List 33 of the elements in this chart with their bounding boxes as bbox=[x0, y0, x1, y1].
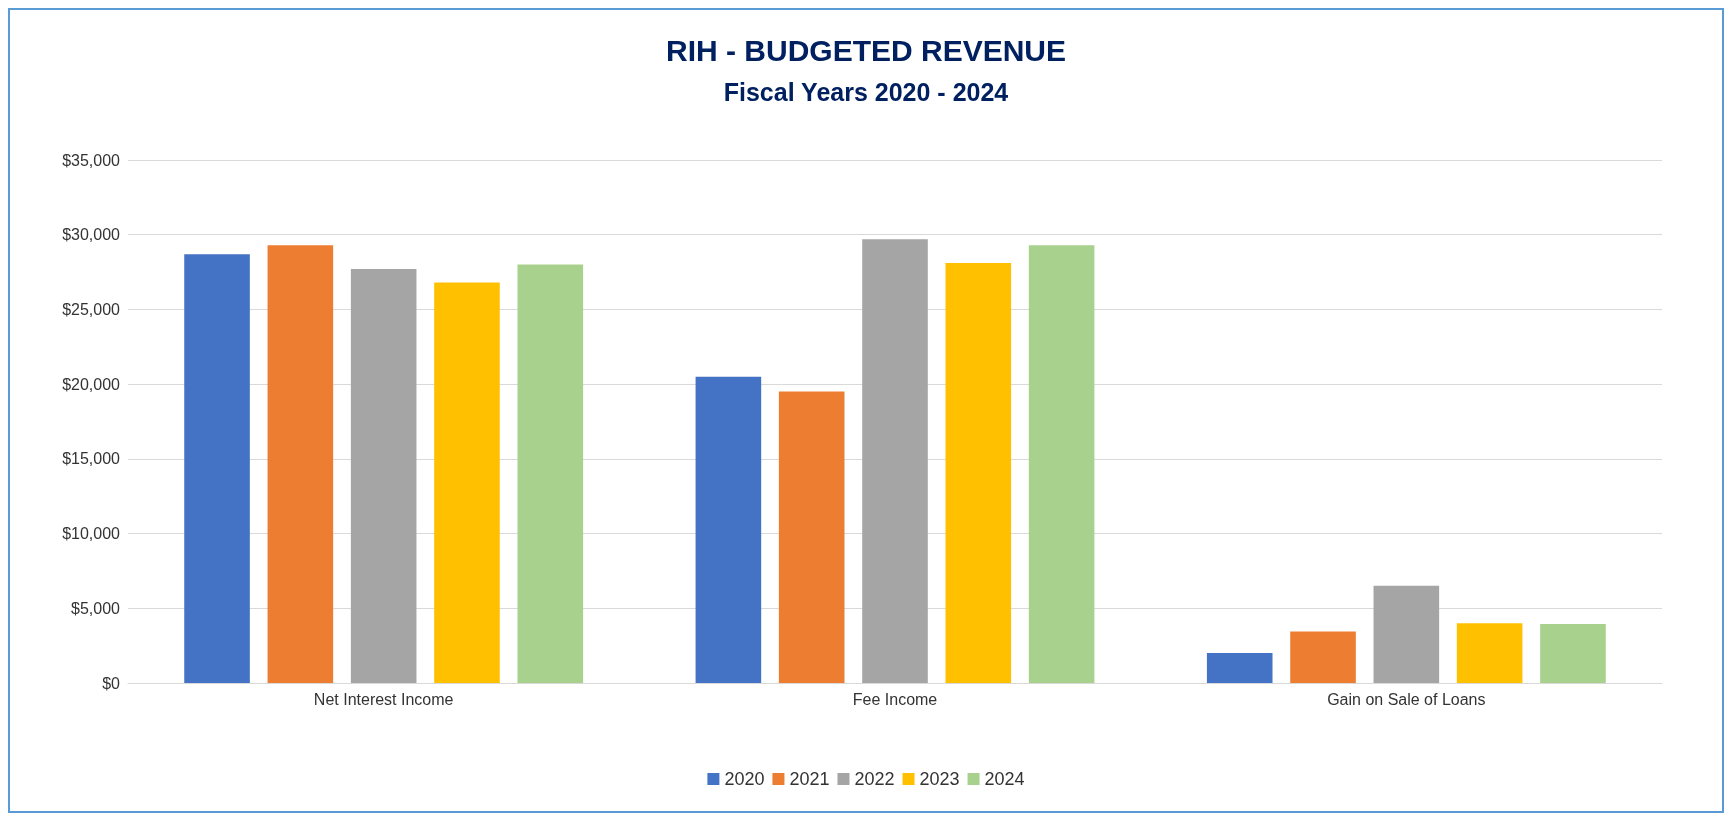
x-tick-label: Fee Income bbox=[852, 690, 938, 708]
y-tick-label: $10,000 bbox=[62, 525, 121, 543]
bar bbox=[695, 376, 762, 683]
x-tick-label: Gain on Sale of Loans bbox=[1327, 690, 1486, 708]
y-tick-label: $30,000 bbox=[62, 226, 121, 244]
bar bbox=[1290, 631, 1356, 683]
bar bbox=[184, 254, 250, 683]
y-tick-label: $35,000 bbox=[62, 151, 121, 169]
legend-label: 2022 bbox=[854, 769, 895, 789]
bar bbox=[1540, 623, 1606, 683]
legend-label: 2020 bbox=[724, 769, 765, 789]
y-tick-label: $5,000 bbox=[71, 599, 121, 617]
y-tick-label: $20,000 bbox=[62, 375, 121, 393]
bar bbox=[517, 264, 584, 683]
y-tick-label: $15,000 bbox=[62, 450, 121, 468]
bar bbox=[350, 269, 417, 683]
y-tick-label: $0 bbox=[102, 674, 121, 692]
bar bbox=[778, 391, 845, 683]
bar bbox=[434, 282, 500, 683]
y-tick-label: $25,000 bbox=[62, 300, 121, 318]
bar bbox=[945, 263, 1012, 683]
bar bbox=[862, 239, 928, 683]
legend-label: 2021 bbox=[789, 769, 830, 789]
bar bbox=[1373, 585, 1440, 683]
bar bbox=[1028, 245, 1095, 683]
x-tick-label: Net Interest Income bbox=[313, 690, 454, 708]
bar bbox=[1456, 623, 1523, 683]
chart-title: RIH - BUDGETED REVENUE bbox=[665, 33, 1067, 67]
bar bbox=[267, 245, 334, 683]
chart-subtitle: Fiscal Years 2020 - 2024 bbox=[723, 77, 1009, 106]
legend-label: 2024 bbox=[984, 769, 1025, 789]
legend-label: 2023 bbox=[919, 769, 960, 789]
bar bbox=[1206, 653, 1273, 683]
